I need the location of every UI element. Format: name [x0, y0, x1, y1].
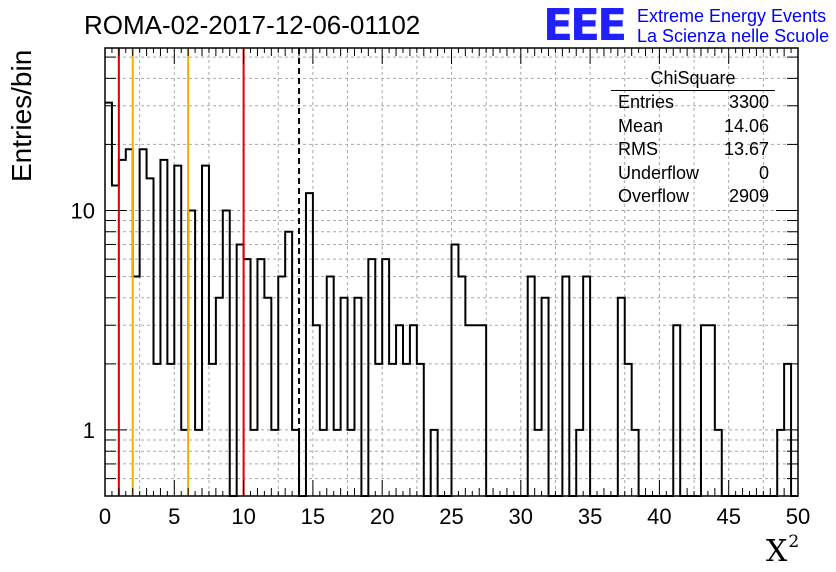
- y-axis-label: Entries/bin: [6, 49, 37, 182]
- x-tick-label: 5: [168, 504, 180, 529]
- stats-label: Overflow: [618, 186, 690, 206]
- histogram-bin: [126, 149, 133, 496]
- histogram-bin: [140, 149, 147, 496]
- histogram-bin: [708, 325, 715, 496]
- stats-value: 2909: [728, 186, 769, 206]
- eee-logo: EEE: [543, 0, 627, 51]
- histogram-bin: [465, 325, 472, 496]
- reference-lines: [117, 48, 301, 496]
- stats-value: 0: [758, 162, 769, 183]
- histogram-bin: [452, 244, 459, 496]
- histogram-bin: [216, 298, 223, 496]
- x-tick-label: 20: [370, 504, 394, 529]
- stats-value: 3300: [728, 92, 769, 112]
- histogram-bin: [368, 259, 375, 496]
- histogram-bin: [257, 259, 264, 496]
- histogram-bin: [306, 193, 313, 496]
- histogram-bin: [188, 210, 195, 496]
- histogram-bin: [313, 325, 320, 496]
- histogram-bin: [583, 277, 590, 496]
- histogram-bin: [237, 244, 244, 496]
- histogram-bin: [264, 298, 271, 496]
- stats-box: ChiSquare Entries 3300 Mean 14.06 RMS 13.67…: [611, 66, 775, 209]
- stats-row-underflow: Underflow 0: [611, 162, 775, 186]
- stats-row-mean: Mean 14.06: [611, 115, 775, 139]
- stats-row-overflow: Overflow 2909: [611, 185, 775, 209]
- stats-row-entries: Entries 3300: [611, 91, 775, 115]
- x-tick-label: 40: [647, 504, 671, 529]
- histogram-bin: [479, 325, 486, 496]
- stats-row-rms: RMS 13.67: [611, 138, 775, 162]
- histogram-bin: [472, 325, 479, 496]
- histogram-bin: [673, 325, 680, 496]
- stats-value: 13.67: [723, 139, 769, 159]
- histogram-bin: [133, 277, 140, 496]
- x-tick-label: 35: [578, 504, 602, 529]
- histogram-bin: [327, 277, 334, 496]
- y-tick-label: 10: [71, 198, 95, 223]
- x-tick-label: 45: [716, 504, 740, 529]
- x-tick-label: 25: [439, 504, 463, 529]
- histogram-bin: [354, 298, 361, 496]
- histogram-bin: [382, 259, 389, 496]
- histogram-bin: [562, 277, 569, 496]
- histogram-bin: [147, 178, 154, 496]
- x-tick-label: 50: [786, 504, 810, 529]
- x-tick-label: 15: [301, 504, 325, 529]
- histogram-bin: [458, 277, 465, 496]
- histogram-bin: [410, 325, 417, 496]
- axis-ticks: [104, 48, 799, 497]
- x-tick-label: 30: [509, 504, 533, 529]
- stats-label: Entries: [618, 92, 675, 112]
- chart-title: ROMA-02-2017-12-06-01102: [84, 10, 421, 40]
- tick-labels: 0 5 10 15 20 25 30 35 40 45 50 1 10: [71, 198, 811, 529]
- histogram-bin: [223, 210, 230, 496]
- histogram-bin: [174, 166, 181, 496]
- x-tick-label: 10: [231, 504, 255, 529]
- x-tick-label: 0: [99, 504, 111, 529]
- x-axis-label: X2: [766, 532, 800, 569]
- histogram-bin: [244, 259, 251, 496]
- histogram-bin: [396, 325, 403, 496]
- histogram-bin: [542, 298, 549, 496]
- histogram-bin: [202, 166, 209, 496]
- histogram-bin: [341, 298, 348, 496]
- histogram-bin: [105, 103, 112, 496]
- logo-subtitle-2: La Scienza nelle Scuole: [637, 26, 830, 46]
- y-tick-label: 1: [83, 418, 95, 443]
- histogram-bin: [528, 277, 535, 496]
- stats-label: RMS: [618, 139, 658, 159]
- histogram-bin: [618, 298, 625, 496]
- histogram-bin: [278, 277, 285, 496]
- stats-value: 14.06: [723, 115, 769, 136]
- logo-subtitle-1: Extreme Energy Events: [637, 6, 827, 26]
- stats-label: Underflow: [618, 162, 700, 183]
- histogram-bin: [701, 325, 708, 496]
- stats-label: Mean: [618, 115, 664, 136]
- stats-title: ChiSquare: [611, 66, 775, 91]
